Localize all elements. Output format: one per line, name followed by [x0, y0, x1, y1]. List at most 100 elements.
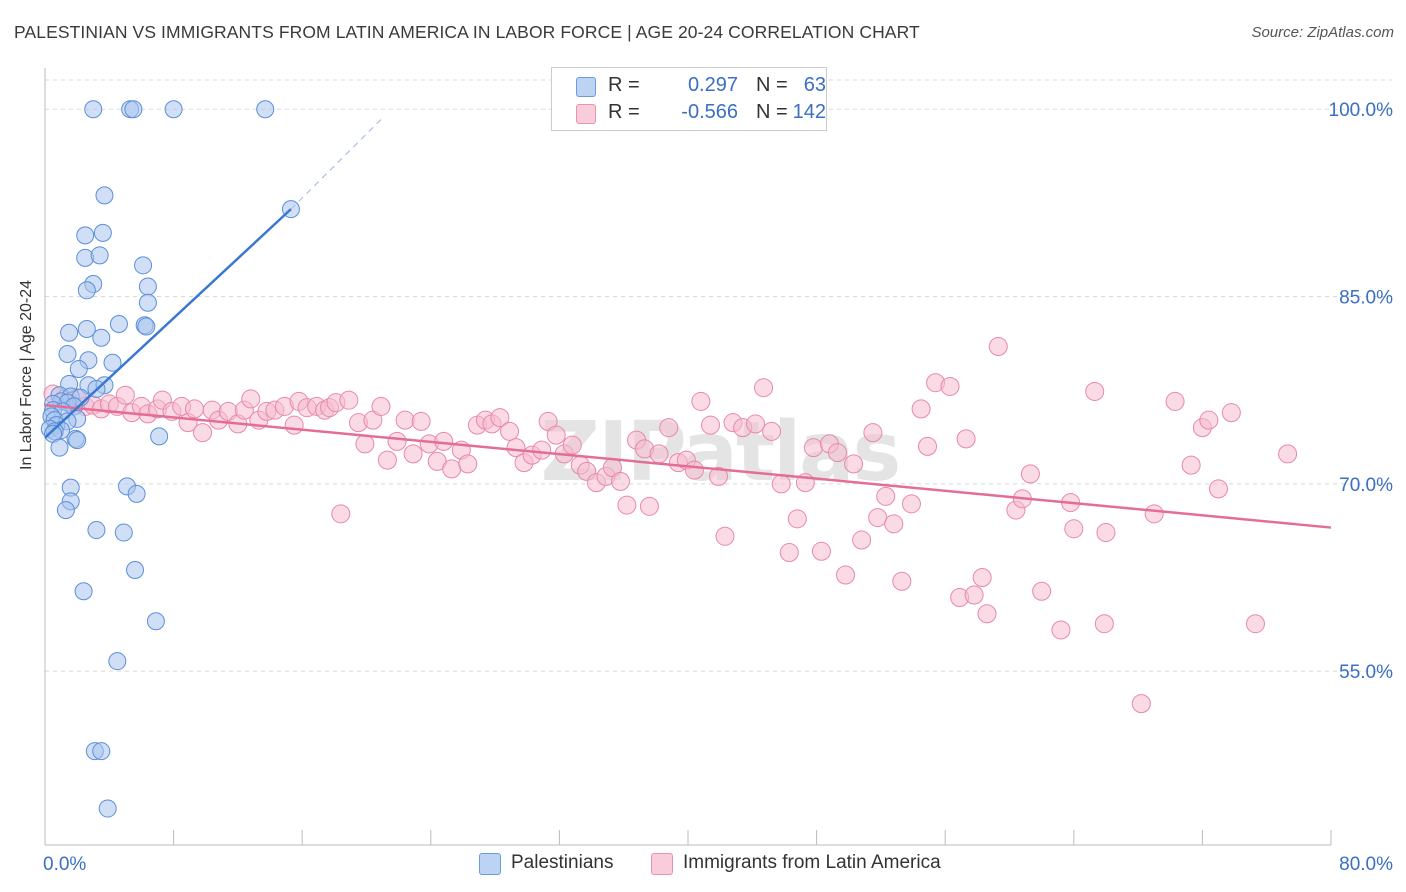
palestinian-point: [98, 799, 117, 818]
latin-america-point: [193, 423, 213, 443]
palestinian-point: [256, 100, 275, 119]
latin-america-point: [1032, 581, 1052, 601]
palestinian-point: [58, 344, 77, 363]
latin-america-point: [911, 399, 931, 419]
x-tick-label-max: 80.0%: [1339, 854, 1393, 875]
latin-america-point: [284, 415, 304, 435]
palestinian-point: [50, 438, 69, 457]
latin-america-point: [1245, 614, 1265, 634]
latin-america-point: [709, 466, 729, 486]
latin-america-point: [956, 429, 976, 449]
latin-america-point: [787, 509, 807, 529]
latin-america-point: [115, 385, 135, 405]
palestinian-trend-extension: [290, 117, 383, 210]
latin-america-point: [617, 495, 637, 515]
latin-america-point: [811, 541, 831, 561]
latin-america-point: [411, 411, 431, 431]
latin-america-point: [964, 585, 984, 605]
chart-source: Source: ZipAtlas.com: [1251, 24, 1394, 41]
bottom-legend-label: Palestinians: [511, 852, 614, 873]
palestinian-point: [138, 277, 157, 296]
legend-n-value: 63: [803, 74, 826, 96]
latin-america-point: [868, 508, 888, 528]
latin-america-point: [1131, 694, 1151, 714]
latin-america-point: [691, 391, 711, 411]
latin-america-point: [701, 415, 721, 435]
latin-america-point: [746, 414, 766, 434]
latin-america-point: [977, 604, 997, 624]
bottom-legend-label: Immigrants from Latin America: [683, 852, 941, 873]
palestinian-point: [60, 323, 79, 342]
legend-n-label: N =: [756, 74, 788, 96]
latin-america-point: [771, 474, 791, 494]
palestinian-point: [127, 484, 146, 503]
palestinian-point: [103, 353, 122, 372]
palestinian-point: [92, 742, 111, 761]
latin-america-point: [1051, 620, 1071, 640]
latin-america-point: [1181, 455, 1201, 475]
palestinian-point: [126, 561, 145, 580]
latin-america-point: [863, 423, 883, 443]
legend-swatch-blue: [576, 77, 596, 97]
latin-america-point: [1278, 444, 1298, 464]
palestinian-point: [137, 317, 156, 336]
latin-america-point: [395, 410, 415, 430]
latin-america-point: [1221, 403, 1241, 423]
palestinian-point: [95, 186, 114, 205]
latin-america-point: [339, 390, 359, 410]
latin-america-point: [506, 438, 526, 458]
palestinian-point: [90, 246, 109, 265]
latin-america-point: [403, 444, 423, 464]
latin-america-point: [458, 454, 478, 474]
latin-america-point: [500, 421, 520, 441]
latin-america-point: [371, 396, 391, 416]
latin-america-point: [241, 389, 261, 409]
latin-america-point: [827, 443, 847, 463]
palestinian-point: [87, 521, 106, 540]
legend-r-value: 0.297: [687, 74, 738, 96]
latin-america-point: [1020, 464, 1040, 484]
palestinian-point: [76, 226, 95, 245]
latin-america-point: [1064, 519, 1084, 539]
palestinian-trend-line: [44, 208, 292, 439]
palestinian-point: [108, 652, 127, 671]
y-tick-label: 85.0%: [1339, 288, 1393, 309]
bottom-legend-swatch-pink: [651, 853, 673, 875]
x-tick-label-min: 0.0%: [43, 854, 86, 875]
latin-america-point: [940, 376, 960, 396]
latin-america-point: [377, 450, 397, 470]
latin-america-point: [803, 438, 823, 458]
palestinian-point: [138, 293, 157, 312]
legend-n-label: N =: [756, 101, 788, 123]
palestinian-point: [77, 320, 96, 339]
latin-america-point: [684, 460, 704, 480]
latin-america-point: [184, 399, 204, 419]
latin-america-point: [844, 454, 864, 474]
latin-america-point: [1165, 391, 1185, 411]
palestinian-point: [146, 612, 165, 631]
bottom-legend-swatch-blue: [479, 853, 501, 875]
latin-america-point: [762, 421, 782, 441]
y-tick-label: 100.0%: [1329, 100, 1394, 121]
palestinian-point: [68, 431, 87, 450]
latin-america-point: [779, 543, 799, 563]
latin-america-point: [1085, 381, 1105, 401]
latin-america-point: [355, 434, 375, 454]
legend-swatch-pink: [576, 104, 596, 124]
latin-america-point: [649, 444, 669, 464]
latin-america-point: [1208, 479, 1228, 499]
latin-america-point: [659, 418, 679, 438]
latin-america-points: [43, 336, 1298, 714]
latin-america-point: [892, 571, 912, 591]
palestinian-point: [84, 100, 103, 119]
palestinian-point: [124, 100, 143, 119]
latin-america-point: [754, 378, 774, 398]
tick-labels: 55.0% 70.0% 85.0% 100.0% 0.0% 80.0%: [43, 100, 1393, 875]
trend-lines: [44, 117, 1332, 529]
latin-america-point: [331, 504, 351, 524]
latin-america-point: [562, 435, 582, 455]
latin-america-point: [639, 496, 659, 516]
latin-america-point: [836, 565, 856, 585]
latin-america-point: [490, 408, 510, 428]
